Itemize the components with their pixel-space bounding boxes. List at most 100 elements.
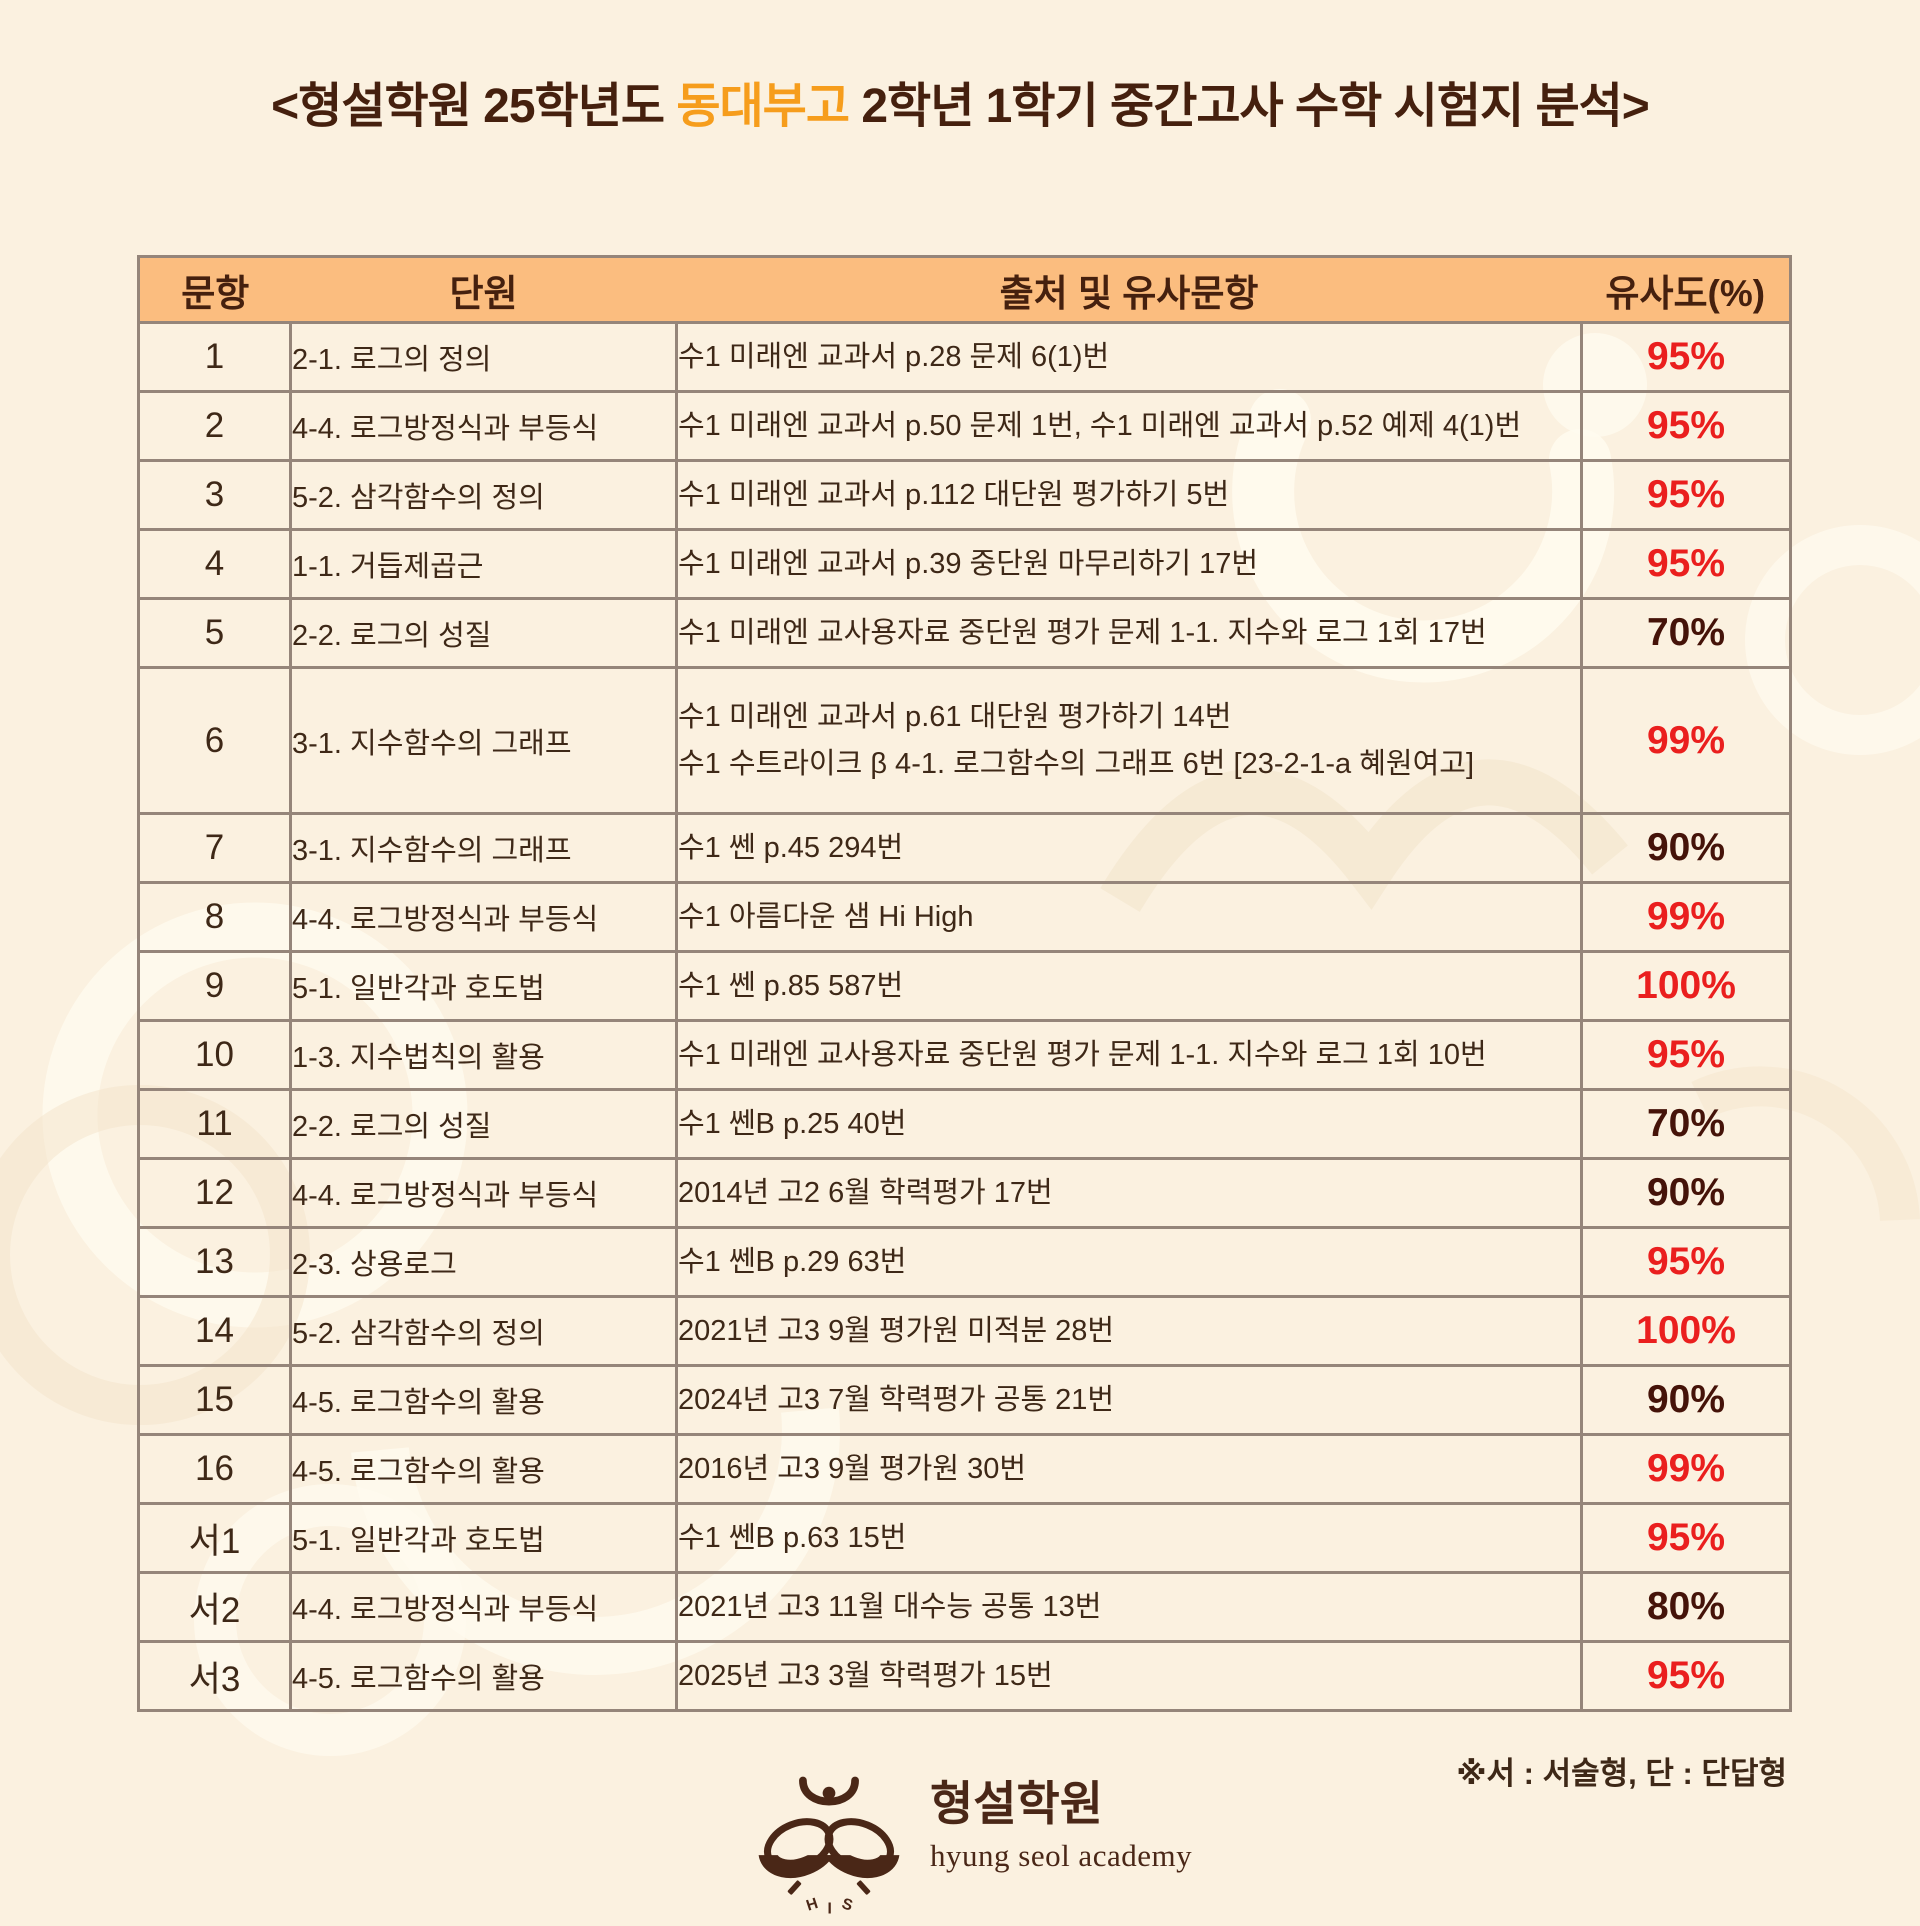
cell-question-no: 서2 — [137, 1571, 292, 1643]
table-body: 1 2-1. 로그의 정의 수1 미래엔 교과서 p.28 문제 6(1)번 9… — [137, 321, 1792, 1712]
cell-source: 2016년 고3 9월 평가원 30번 — [675, 1433, 1583, 1505]
exam-analysis-table: 문항 단원 출처 및 유사문항 유사도(%) 1 2-1. 로그의 정의 수1 … — [137, 255, 1792, 1712]
cell-source: 수1 미래엔 교과서 p.39 중단원 마무리하기 17번 — [675, 528, 1583, 600]
cell-source: 수1 미래엔 교과서 p.61 대단원 평가하기 14번 수1 수트라이크 β … — [675, 666, 1583, 815]
cell-unit: 4-4. 로그방정식과 부등식 — [289, 390, 678, 462]
table-row: 15 4-5. 로그함수의 활용 2024년 고3 7월 학력평가 공통 21번… — [137, 1364, 1792, 1436]
cell-source: 수1 쎈 p.45 294번 — [675, 812, 1583, 884]
table-row: 10 1-3. 지수법칙의 활용 수1 미래엔 교사용자료 중단원 평가 문제 … — [137, 1019, 1792, 1091]
cell-source: 2021년 고3 11월 대수능 공통 13번 — [675, 1571, 1583, 1643]
cell-unit: 5-1. 일반각과 호도법 — [289, 950, 678, 1022]
table-row: 4 1-1. 거듭제곱근 수1 미래엔 교과서 p.39 중단원 마무리하기 1… — [137, 528, 1792, 600]
cell-similarity: 95% — [1580, 1019, 1792, 1091]
table-row: 6 3-1. 지수함수의 그래프 수1 미래엔 교과서 p.61 대단원 평가하… — [137, 666, 1792, 815]
cell-source: 수1 쎈 p.85 587번 — [675, 950, 1583, 1022]
table-row: 1 2-1. 로그의 정의 수1 미래엔 교과서 p.28 문제 6(1)번 9… — [137, 321, 1792, 393]
cell-source: 2021년 고3 9월 평가원 미적분 28번 — [675, 1295, 1583, 1367]
cell-source: 수1 미래엔 교과서 p.112 대단원 평가하기 5번 — [675, 459, 1583, 531]
cell-question-no: 서3 — [137, 1640, 292, 1712]
cell-question-no: 6 — [137, 666, 292, 815]
cell-unit: 4-5. 로그함수의 활용 — [289, 1433, 678, 1505]
cell-similarity: 99% — [1580, 881, 1792, 953]
table-header-row: 문항 단원 출처 및 유사문항 유사도(%) — [137, 255, 1792, 324]
cell-unit: 4-4. 로그방정식과 부등식 — [289, 1571, 678, 1643]
cell-similarity: 80% — [1580, 1571, 1792, 1643]
cell-question-no: 3 — [137, 459, 292, 531]
cell-unit: 3-1. 지수함수의 그래프 — [289, 666, 678, 815]
logo-text: 형설학원 hyung seol academy — [930, 1772, 1192, 1874]
cell-source: 2025년 고3 3월 학력평가 15번 — [675, 1640, 1583, 1712]
cell-unit: 4-4. 로그방정식과 부등식 — [289, 1157, 678, 1229]
cell-question-no: 서1 — [137, 1502, 292, 1574]
footnote: ※서 : 서술형, 단 : 단답형 — [1456, 1756, 1787, 1791]
svg-text:H: H — [804, 1895, 820, 1915]
table-row: 5 2-2. 로그의 성질 수1 미래엔 교사용자료 중단원 평가 문제 1-1… — [137, 597, 1792, 669]
table-row: 13 2-3. 상용로그 수1 쎈B p.29 63번 95% — [137, 1226, 1792, 1298]
cell-unit: 1-1. 거듭제곱근 — [289, 528, 678, 600]
cell-similarity: 95% — [1580, 321, 1792, 393]
logo-korean-name: 형설학원 — [930, 1779, 1103, 1831]
title-prefix: <형설학원 25학년도 — [271, 80, 677, 133]
table-row: 서2 4-4. 로그방정식과 부등식 2021년 고3 11월 대수능 공통 1… — [137, 1571, 1792, 1643]
page-title: <형설학원 25학년도 동대부고 2학년 1학기 중간고사 수학 시험지 분석> — [0, 66, 1920, 136]
cell-similarity: 70% — [1580, 1088, 1792, 1160]
col-header-source: 출처 및 유사문항 — [676, 255, 1582, 324]
cell-similarity: 95% — [1580, 459, 1792, 531]
cell-similarity: 100% — [1580, 1295, 1792, 1367]
cell-source: 수1 쎈B p.29 63번 — [675, 1226, 1583, 1298]
cell-similarity: 95% — [1580, 390, 1792, 462]
cell-question-no: 12 — [137, 1157, 292, 1229]
cell-similarity: 70% — [1580, 597, 1792, 669]
table-row: 8 4-4. 로그방정식과 부등식 수1 아름다운 샘 Hi High 99% — [137, 881, 1792, 953]
cell-similarity: 95% — [1580, 1640, 1792, 1712]
cell-similarity: 90% — [1580, 1157, 1792, 1229]
cell-similarity: 95% — [1580, 1502, 1792, 1574]
title-highlight-school: 동대부고 — [676, 80, 850, 133]
cell-unit: 5-2. 삼각함수의 정의 — [289, 1295, 678, 1367]
table-row: 3 5-2. 삼각함수의 정의 수1 미래엔 교과서 p.112 대단원 평가하… — [137, 459, 1792, 531]
cell-question-no: 2 — [137, 390, 292, 462]
cell-similarity: 100% — [1580, 950, 1792, 1022]
cell-unit: 5-1. 일반각과 호도법 — [289, 1502, 678, 1574]
col-header-question-no: 문항 — [137, 255, 291, 324]
cell-unit: 5-2. 삼각함수의 정의 — [289, 459, 678, 531]
cell-question-no: 10 — [137, 1019, 292, 1091]
cell-unit: 2-2. 로그의 성질 — [289, 597, 678, 669]
col-header-similarity: 유사도(%) — [1581, 255, 1792, 324]
table-row: 14 5-2. 삼각함수의 정의 2021년 고3 9월 평가원 미적분 28번… — [137, 1295, 1792, 1367]
table-row: 11 2-2. 로그의 성질 수1 쎈B p.25 40번 70% — [137, 1088, 1792, 1160]
cell-similarity: 99% — [1580, 666, 1792, 815]
cell-question-no: 11 — [137, 1088, 292, 1160]
table-row: 서1 5-1. 일반각과 호도법 수1 쎈B p.63 15번 95% — [137, 1502, 1792, 1574]
svg-text:I: I — [828, 1901, 832, 1918]
table-row: 7 3-1. 지수함수의 그래프 수1 쎈 p.45 294번 90% — [137, 812, 1792, 884]
col-header-unit: 단원 — [290, 255, 677, 324]
cell-question-no: 4 — [137, 528, 292, 600]
cell-question-no: 9 — [137, 950, 292, 1022]
table-row: 16 4-5. 로그함수의 활용 2016년 고3 9월 평가원 30번 99% — [137, 1433, 1792, 1505]
cell-source: 수1 쎈B p.63 15번 — [675, 1502, 1583, 1574]
cell-unit: 2-1. 로그의 정의 — [289, 321, 678, 393]
cell-source: 수1 미래엔 교과서 p.28 문제 6(1)번 — [675, 321, 1583, 393]
svg-text:S: S — [840, 1895, 855, 1914]
cell-source: 수1 미래엔 교사용자료 중단원 평가 문제 1-1. 지수와 로그 1회 17… — [675, 597, 1583, 669]
cell-question-no: 16 — [137, 1433, 292, 1505]
cell-question-no: 13 — [137, 1226, 292, 1298]
table-row: 서3 4-5. 로그함수의 활용 2025년 고3 3월 학력평가 15번 95… — [137, 1640, 1792, 1712]
cell-unit: 4-5. 로그함수의 활용 — [289, 1364, 678, 1436]
cell-similarity: 95% — [1580, 1226, 1792, 1298]
cell-source: 수1 아름다운 샘 Hi High — [675, 881, 1583, 953]
cell-question-no: 5 — [137, 597, 292, 669]
academy-logo: H I S 형설학원 hyung seol academy — [758, 1772, 1192, 1920]
table-row: 9 5-1. 일반각과 호도법 수1 쎈 p.85 587번 100% — [137, 950, 1792, 1022]
cell-question-no: 1 — [137, 321, 292, 393]
cell-similarity: 95% — [1580, 528, 1792, 600]
cell-source: 2024년 고3 7월 학력평가 공통 21번 — [675, 1364, 1583, 1436]
logo-english-name: hyung seol academy — [930, 1837, 1193, 1873]
cell-unit: 4-4. 로그방정식과 부등식 — [289, 881, 678, 953]
cell-unit: 3-1. 지수함수의 그래프 — [289, 812, 678, 884]
cell-question-no: 14 — [137, 1295, 292, 1367]
table-row: 2 4-4. 로그방정식과 부등식 수1 미래엔 교과서 p.50 문제 1번,… — [137, 390, 1792, 462]
table-row: 12 4-4. 로그방정식과 부등식 2014년 고2 6월 학력평가 17번 … — [137, 1157, 1792, 1229]
cell-unit: 4-5. 로그함수의 활용 — [289, 1640, 678, 1712]
